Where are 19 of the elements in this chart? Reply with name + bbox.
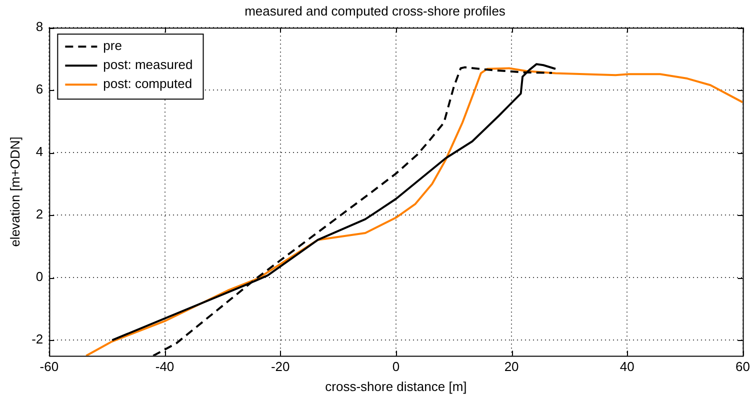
y-axis-title: elevation [m+ODN] — [7, 136, 22, 247]
y-tick-label: 0 — [36, 269, 44, 284]
x-tick-label: 60 — [736, 359, 750, 374]
y-tick-label: 2 — [36, 206, 44, 222]
x-tick-label: 40 — [620, 359, 634, 374]
x-tick-label: -40 — [155, 359, 174, 374]
x-axis-title: cross-shore distance [m] — [325, 378, 467, 394]
legend-label: post: computed — [103, 76, 192, 92]
legend-label: pre — [103, 38, 122, 54]
legend-label: post: measured — [103, 57, 193, 72]
x-tick-label: -60 — [40, 359, 59, 374]
x-tick-label: -20 — [270, 359, 290, 374]
y-tick-label: -2 — [32, 332, 44, 347]
x-tick-label: 0 — [392, 359, 400, 374]
y-tick-label: 8 — [36, 19, 44, 34]
y-tick-label: 6 — [36, 82, 44, 97]
chart-title: measured and computed cross-shore profiles — [244, 3, 506, 18]
y-tick-label: 4 — [36, 144, 44, 160]
x-tick-label: 20 — [504, 359, 519, 374]
